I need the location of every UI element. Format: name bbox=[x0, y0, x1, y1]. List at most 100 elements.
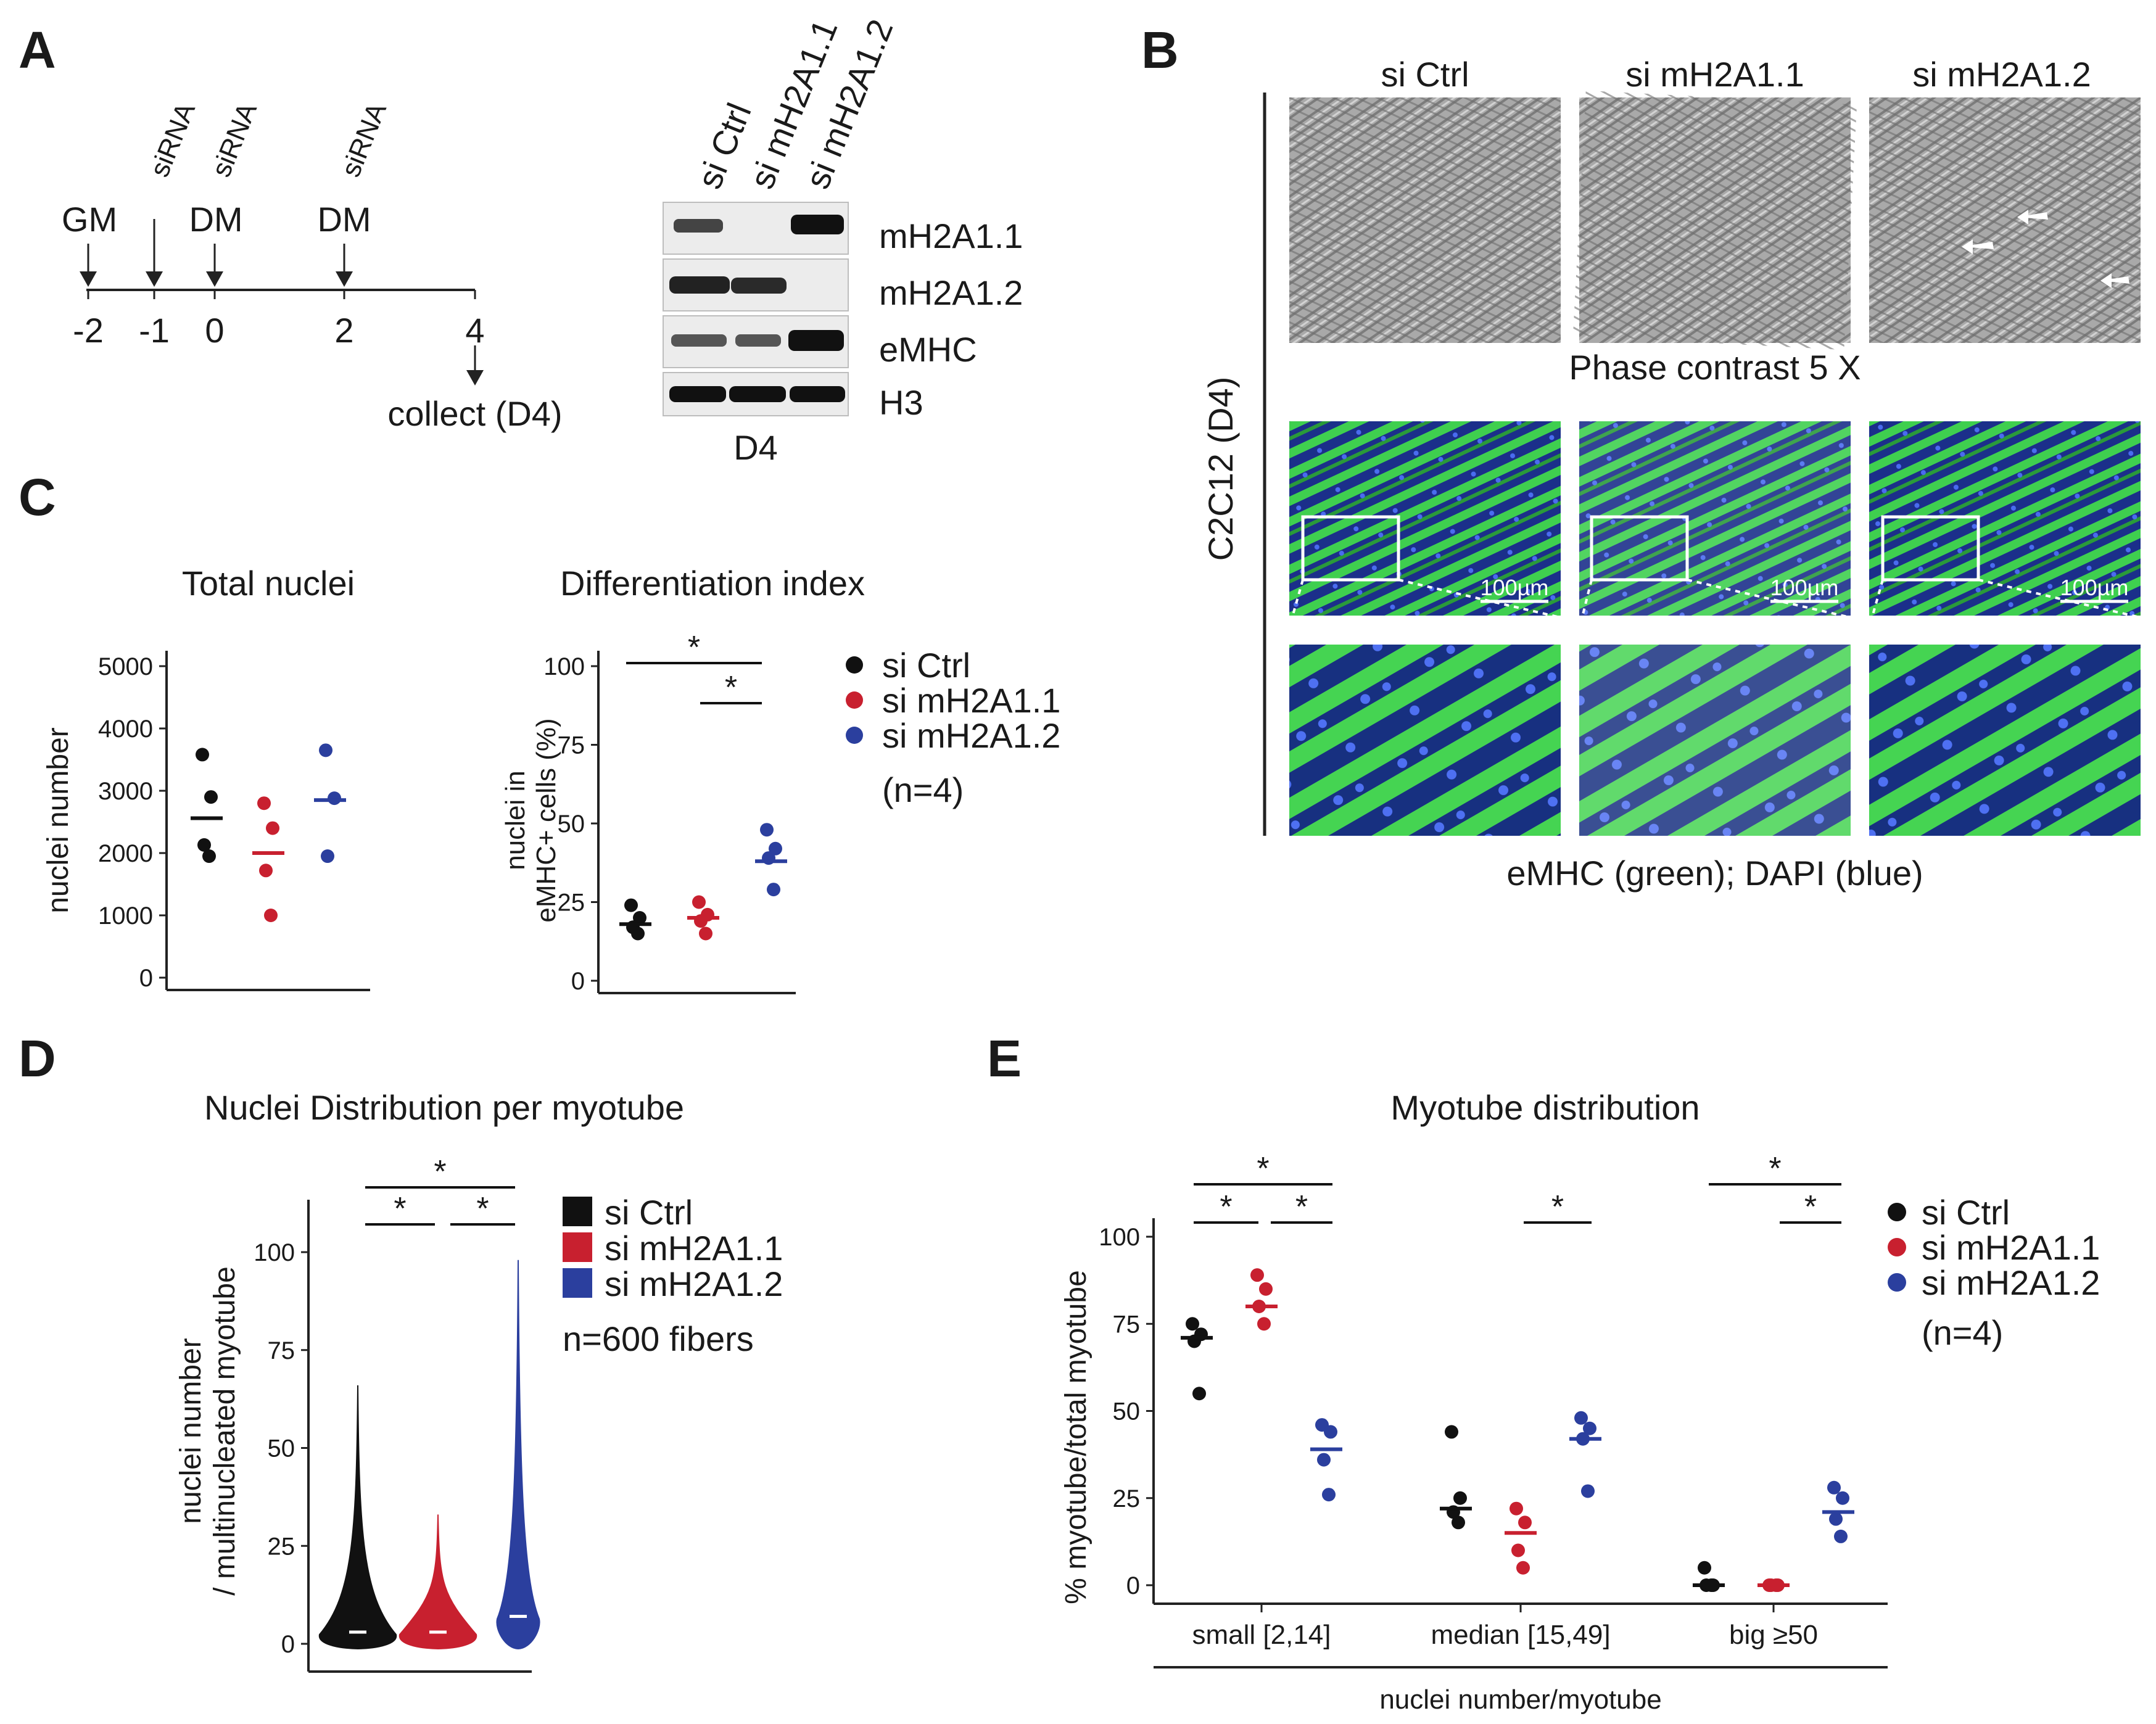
y-tick-label: 100 bbox=[254, 1239, 295, 1266]
chart-title: Myotube distribution bbox=[1390, 1088, 1700, 1127]
y-tick-label: 75 bbox=[1113, 1311, 1141, 1338]
timeline-tick-label: -2 bbox=[73, 311, 104, 350]
data-point bbox=[1192, 1387, 1206, 1401]
y-tick-label: 25 bbox=[1113, 1485, 1141, 1512]
sirna-label: siRNA bbox=[206, 98, 263, 181]
legend-marker-h11 bbox=[1888, 1238, 1906, 1256]
y-tick-label: 3000 bbox=[98, 778, 153, 805]
data-point bbox=[257, 796, 271, 810]
x-axis-label: nuclei number/myotube bbox=[1379, 1685, 1661, 1715]
data-point bbox=[1583, 1421, 1596, 1435]
data-point bbox=[196, 748, 209, 762]
significance-star: * bbox=[1295, 1189, 1308, 1225]
data-point bbox=[769, 841, 782, 856]
y-tick-label: 100 bbox=[1099, 1224, 1140, 1251]
data-point bbox=[202, 849, 216, 864]
total-nuclei-plot: 0 1000 2000 3000 4000 5000 bbox=[98, 651, 370, 992]
data-point bbox=[259, 864, 273, 878]
data-point bbox=[328, 791, 341, 806]
y-tick-label: 50 bbox=[268, 1435, 295, 1462]
legend: si Ctrl si mH2A1.1 si mH2A1.2 (n=4) bbox=[1888, 1193, 2100, 1352]
y-tick-label: 25 bbox=[558, 889, 585, 917]
data-point bbox=[1510, 1501, 1523, 1516]
column-label: si Ctrl bbox=[1381, 55, 1469, 94]
y-tick-label: 1000 bbox=[98, 902, 153, 930]
legend-marker-h12 bbox=[846, 727, 863, 744]
data-point bbox=[264, 909, 278, 922]
y-axis-label: nuclei in bbox=[500, 770, 531, 870]
data-point bbox=[1453, 1491, 1467, 1505]
x-tick-label: median [15,49] bbox=[1431, 1620, 1610, 1650]
data-point bbox=[1516, 1561, 1530, 1575]
data-point bbox=[1698, 1561, 1711, 1575]
significance-star: * bbox=[725, 670, 737, 706]
panel-d: D Nuclei Distribution per myotube nuclei… bbox=[19, 1029, 783, 1673]
data-point bbox=[633, 911, 646, 925]
fluorescence-image bbox=[1579, 421, 1851, 616]
down-arrow-icon bbox=[466, 345, 484, 386]
y-axis-label: nuclei number bbox=[175, 1338, 207, 1524]
nuclei-distribution-plot: 0 25 50 75 100 * * * bbox=[254, 1154, 540, 1673]
data-point bbox=[760, 823, 774, 837]
y-tick-label: 4000 bbox=[98, 716, 153, 743]
legend-label: si mH2A1.2 bbox=[605, 1264, 783, 1303]
panel-e-label: E bbox=[987, 1029, 1022, 1087]
blot-label: mH2A1.2 bbox=[879, 273, 1023, 312]
myotube-distribution-plot: 0 25 50 75 100 small [2,14] median [15,49] big … bbox=[1099, 1151, 1888, 1650]
row-label: C2C12 (D4) bbox=[1201, 377, 1240, 561]
data-point bbox=[197, 838, 211, 852]
data-point bbox=[1317, 1453, 1331, 1467]
data-point bbox=[699, 926, 712, 941]
y-tick-label: 50 bbox=[1113, 1398, 1141, 1425]
data-point bbox=[692, 895, 706, 909]
y-tick-label: 5000 bbox=[98, 653, 153, 680]
fluorescence-zoom-image bbox=[1869, 645, 2141, 836]
y-tick-label: 0 bbox=[1126, 1572, 1140, 1599]
data-point bbox=[1511, 1543, 1525, 1557]
data-point bbox=[1829, 1512, 1843, 1526]
significance-star: * bbox=[1220, 1189, 1232, 1225]
scale-bar-label: 100µm bbox=[1481, 575, 1549, 600]
data-point bbox=[631, 926, 645, 941]
legend-label: si Ctrl bbox=[882, 646, 970, 685]
significance-star: * bbox=[688, 630, 700, 666]
phase-contrast-image bbox=[1869, 97, 2141, 343]
collect-label: collect (D4) bbox=[387, 394, 562, 433]
data-point bbox=[1250, 1268, 1264, 1282]
legend-label: si Ctrl bbox=[605, 1193, 693, 1232]
zoom-connector bbox=[1291, 579, 2138, 618]
sirna-label: siRNA bbox=[144, 98, 201, 181]
y-axis-label: nuclei number bbox=[42, 727, 75, 914]
down-arrow-icon bbox=[206, 244, 223, 287]
y-axis-label: eMHC+ cells (%) bbox=[531, 718, 561, 922]
legend-label: si mH2A1.1 bbox=[882, 681, 1060, 720]
legend-label: si mH2A1.1 bbox=[605, 1229, 783, 1268]
data-point bbox=[624, 898, 638, 912]
significance-star: * bbox=[1257, 1151, 1269, 1187]
panel-e: E Myotube distribution % myotube/total m… bbox=[987, 1029, 2100, 1715]
violin-annotation: n=600 fibers bbox=[563, 1319, 754, 1358]
data-point bbox=[1581, 1484, 1595, 1498]
differentiation-index-plot: 0 25 50 75 100 * * bbox=[543, 630, 796, 995]
panel-a: A -2 -1 0 2 4 GM DM DM bbox=[19, 14, 1023, 467]
y-tick-label: 25 bbox=[268, 1533, 295, 1560]
legend-marker-h11 bbox=[846, 691, 863, 709]
sample-size: (n=4) bbox=[882, 770, 964, 809]
timeline-tick-label: 4 bbox=[465, 311, 484, 350]
data-point bbox=[1186, 1317, 1199, 1331]
data-point bbox=[1452, 1516, 1465, 1530]
chart-title: Differentiation index bbox=[560, 564, 865, 603]
column-label: si mH2A1.1 bbox=[1625, 55, 1804, 94]
significance-star: * bbox=[1769, 1151, 1781, 1187]
y-tick-label: 0 bbox=[281, 1631, 295, 1658]
blot-label: eMHC bbox=[879, 330, 977, 369]
significance-star: * bbox=[434, 1154, 446, 1190]
legend-marker-ctrl bbox=[1888, 1203, 1906, 1221]
fluorescence-image bbox=[1869, 421, 2141, 616]
down-arrow-icon bbox=[80, 244, 97, 287]
significance-star: * bbox=[1804, 1189, 1817, 1225]
data-point bbox=[1445, 1425, 1458, 1439]
timeline-ticks bbox=[87, 290, 476, 299]
timeline-tick-label: -1 bbox=[139, 311, 170, 350]
timeline-tick-label: 2 bbox=[334, 311, 353, 350]
